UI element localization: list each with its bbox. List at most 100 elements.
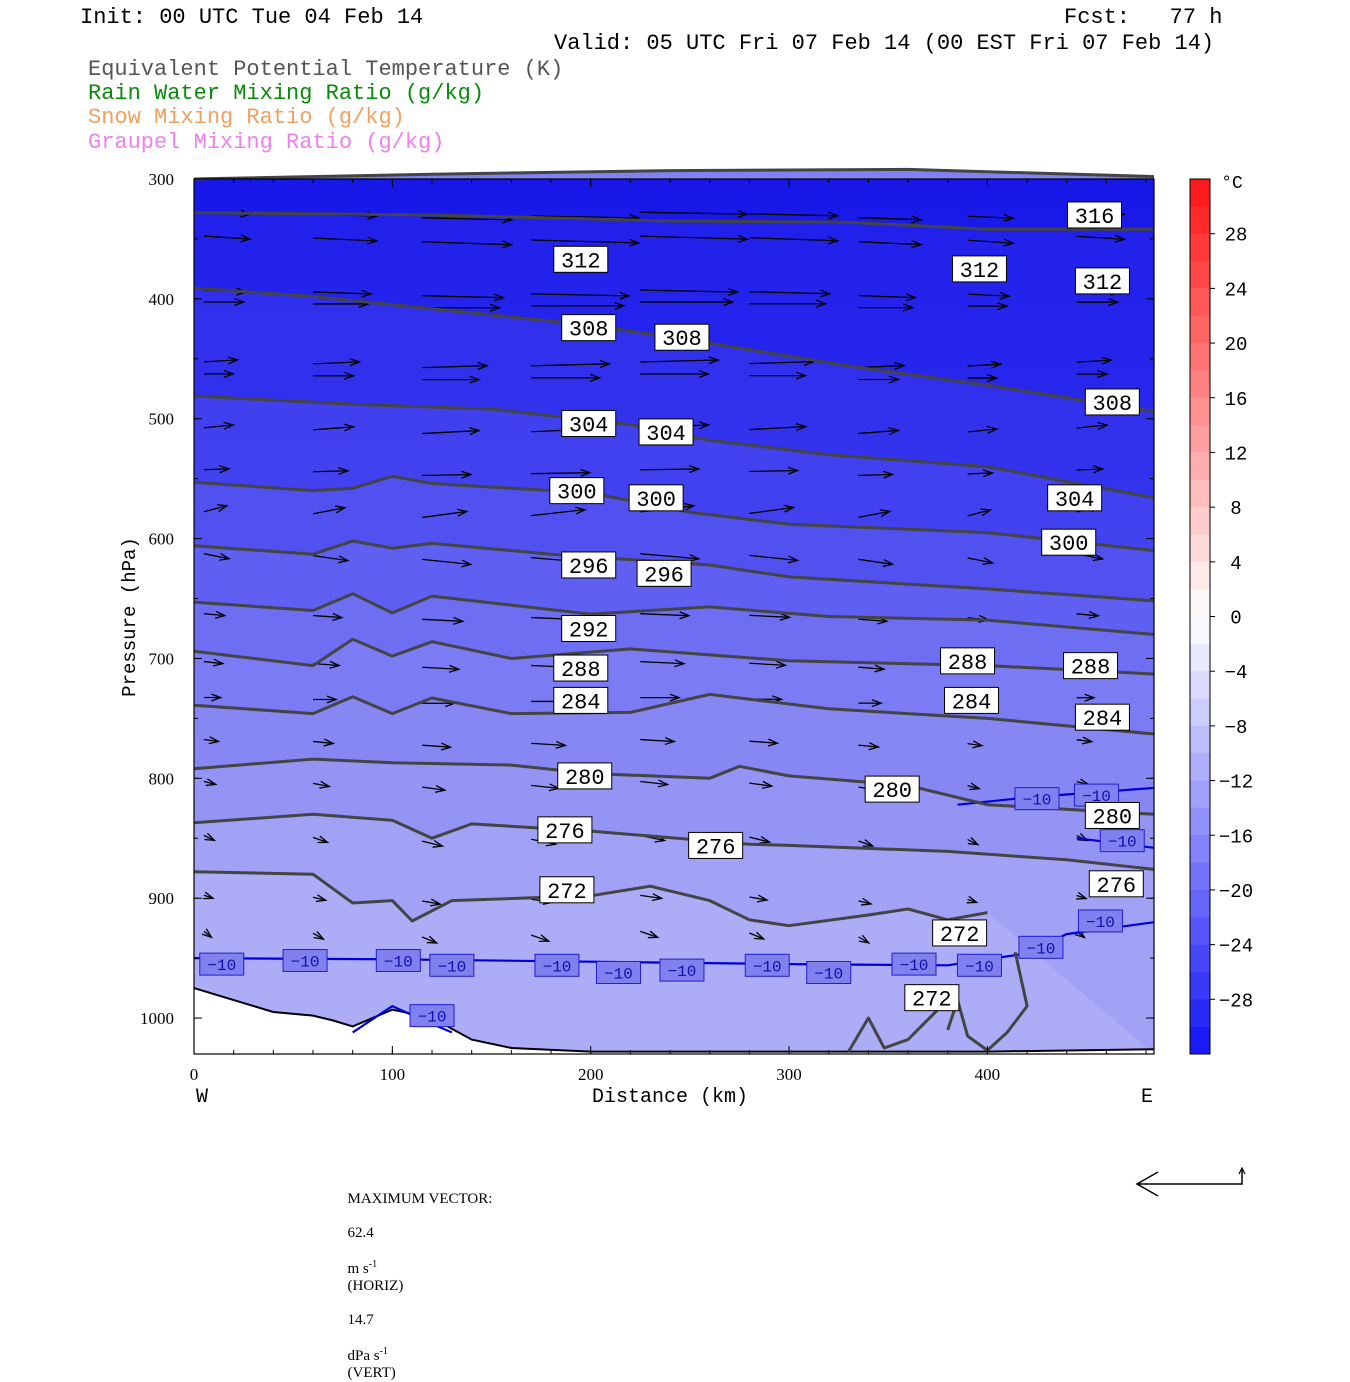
temperature-label: −10 — [965, 958, 994, 976]
theta-e-label: 288 — [948, 651, 988, 676]
wind-vector-head — [469, 426, 481, 436]
wind-vector-head — [882, 470, 895, 479]
colorbar-tick-label: −12 — [1219, 772, 1253, 794]
wind-vector — [422, 558, 471, 566]
wind-vector-head — [879, 509, 892, 518]
wind-vector — [422, 510, 467, 519]
wind-vector-head — [614, 301, 627, 310]
wind-vector — [422, 744, 451, 748]
wind-vector — [203, 235, 251, 240]
theta-e-label: 316 — [1075, 205, 1115, 230]
wind-vector-head — [1084, 693, 1096, 702]
wind-vector-head — [969, 782, 982, 791]
wind-vector — [422, 295, 504, 299]
wind-vector-head — [211, 693, 223, 702]
temperature-label-box — [595, 960, 641, 984]
wind-vector-head — [315, 894, 328, 903]
init-time: Init: 00 UTC Tue 04 Feb 14 — [80, 5, 424, 30]
theta-e-label-box — [654, 323, 710, 351]
theta-e-label: 296 — [644, 563, 684, 588]
wind-vector-head — [787, 555, 800, 564]
wind-vector — [422, 618, 463, 622]
temperature-label-box — [1099, 829, 1145, 853]
wind-vector-head — [723, 298, 735, 307]
wind-vector-head — [323, 738, 336, 747]
colorbar-tick-label: −16 — [1219, 826, 1253, 848]
wind-vector — [749, 932, 765, 940]
wind-vector — [749, 740, 778, 744]
wind-vector — [640, 780, 668, 786]
colorbar-tick-label: −8 — [1225, 717, 1248, 739]
wind-vector-head — [737, 234, 750, 243]
wind-vector — [749, 425, 806, 431]
vector-vert-note: (VERT) — [347, 1365, 396, 1381]
wind-vector-head — [689, 464, 701, 474]
theta-e-label: 312 — [561, 249, 601, 274]
theta-e-contour — [193, 286, 1155, 413]
wind-vector-head — [469, 375, 481, 384]
temperature-label-box — [806, 960, 852, 984]
wind-vector-head — [440, 742, 453, 751]
wind-vector — [858, 744, 879, 748]
wind-vector — [422, 786, 445, 791]
wind-vector — [312, 555, 348, 562]
temperature-label: −10 — [207, 957, 236, 975]
temperature-label: −10 — [291, 954, 320, 972]
temperature-label-box — [956, 953, 1002, 977]
legend-theta-e: Equivalent Potential Temperature (K) — [88, 57, 564, 82]
wind-vector-head — [349, 358, 362, 367]
wind-vector-head — [448, 664, 461, 673]
temperature-label-box — [1014, 787, 1060, 811]
wind-vector-head — [902, 303, 915, 312]
wind-vector-head — [212, 658, 225, 667]
vector-caption-label: MAXIMUM VECTOR: — [347, 1191, 493, 1207]
theta-e-label-box — [561, 614, 617, 642]
wind-vector — [858, 241, 922, 246]
wind-vector — [422, 429, 480, 435]
wind-vector — [203, 612, 225, 617]
vector-vert-unit: dPa s — [347, 1348, 380, 1364]
wind-vector-head — [999, 291, 1011, 300]
temperature-label: −10 — [437, 958, 466, 976]
wind-vector — [312, 507, 346, 515]
wind-vector — [203, 660, 223, 665]
theta-e-contour — [193, 637, 1155, 676]
colorbar-segment — [1190, 999, 1210, 1028]
colorbar-segment — [1190, 1026, 1210, 1055]
wind-vector-head — [669, 693, 682, 702]
wind-vector — [531, 293, 630, 297]
wind-vector — [203, 468, 230, 471]
temperature-label: −10 — [543, 958, 572, 976]
theta-e-contour — [193, 211, 1154, 231]
theta-e-contour — [193, 870, 988, 928]
theta-e-label-box — [636, 559, 692, 587]
temperature-label-box — [375, 949, 421, 973]
wind-vector-head — [783, 504, 796, 513]
wind-vector-head — [223, 369, 236, 378]
wind-vector-head — [1108, 298, 1120, 307]
wind-vector-head — [227, 356, 240, 365]
colorbar-segment — [1190, 179, 1210, 207]
colorbar-segment — [1190, 315, 1210, 344]
wind-vector — [312, 896, 326, 901]
legend-snow: Snow Mixing Ratio (g/kg) — [88, 105, 405, 130]
wind-vector-head — [1101, 356, 1114, 365]
x-axis-east: E — [1141, 1086, 1154, 1109]
theta-e-label-box — [553, 654, 609, 682]
wind-vector-head — [477, 361, 490, 370]
valid-time: Valid: 05 UTC Fri 07 Feb 14 (00 EST Fri … — [554, 31, 1215, 56]
wind-vector-head — [882, 558, 895, 567]
colorbar-segment — [1190, 643, 1210, 672]
wind-vector — [312, 614, 343, 619]
wind-vector-head — [580, 468, 592, 477]
wind-vector — [640, 553, 699, 560]
wind-vector — [749, 469, 798, 473]
y-tick-label: 800 — [149, 769, 175, 788]
wind-vector-head — [761, 780, 774, 789]
wind-vector — [203, 780, 216, 786]
wind-vector-head — [1097, 421, 1109, 430]
colorbar-segment — [1190, 343, 1210, 371]
colorbar-tick-label: 24 — [1225, 279, 1248, 301]
colorbar-segment — [1190, 889, 1210, 918]
wind-vector — [967, 838, 979, 846]
